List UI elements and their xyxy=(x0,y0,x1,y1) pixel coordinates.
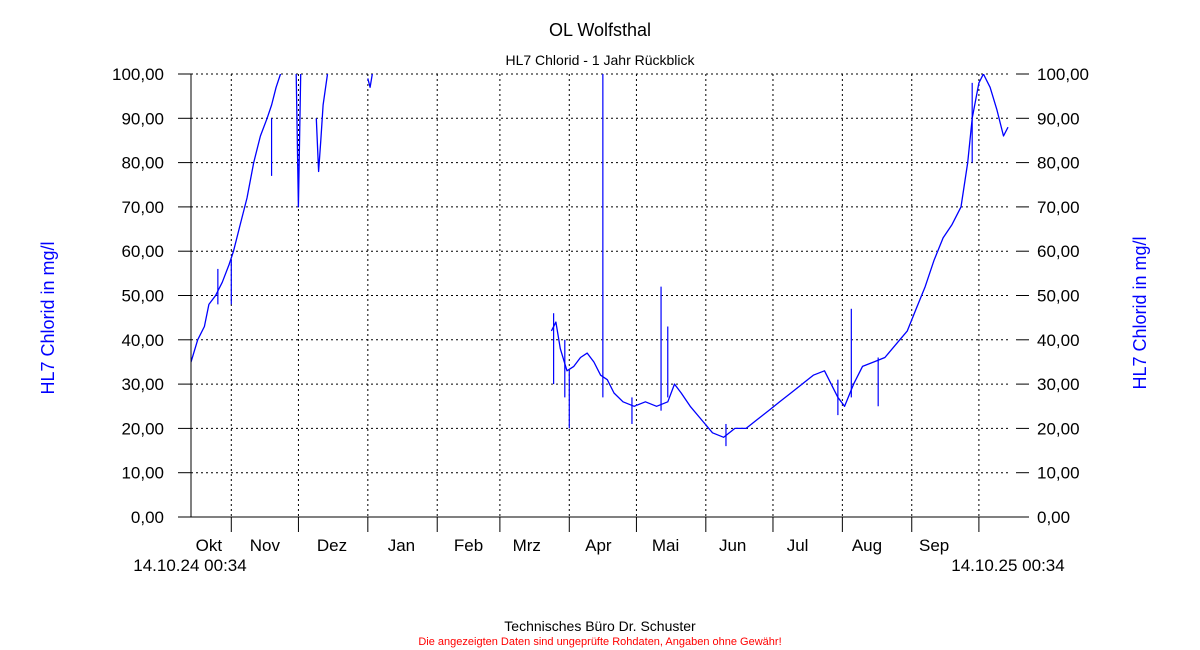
chlorid-line-segment xyxy=(295,74,302,208)
month-label: Jun xyxy=(719,536,746,555)
y-tick-labels-right: 0,00 10,00 20,00 30,00 40,00 50,00 60,00 70,00 8… xyxy=(1037,65,1089,527)
y-tick-label-left: 10,00 xyxy=(121,464,164,483)
month-label: Dez xyxy=(317,536,347,555)
y-tick-label-right: 50,00 xyxy=(1037,287,1080,306)
chlorid-line-segment xyxy=(191,74,282,363)
month-label: Mrz xyxy=(513,536,541,555)
y-tick-label-left: 30,00 xyxy=(121,375,164,394)
y-tick-label-left: 50,00 xyxy=(121,287,164,306)
y-tick-label-right: 30,00 xyxy=(1037,375,1080,394)
chart-title: OL Wolfsthal xyxy=(549,20,651,40)
data-series xyxy=(191,74,1009,447)
y-tick-label-left: 70,00 xyxy=(121,198,164,217)
y-tick-label-left: 0,00 xyxy=(131,508,164,527)
gridlines xyxy=(191,73,1008,517)
y-tick-label-right: 80,00 xyxy=(1037,154,1080,173)
month-label: Mai xyxy=(652,536,679,555)
chart-subtitle: HL7 Chlorid - 1 Jahr Rückblick xyxy=(505,52,695,68)
month-label: Okt xyxy=(196,536,223,555)
y-tick-label-left: 80,00 xyxy=(121,154,164,173)
y-tick-label-left: 100,00 xyxy=(112,65,164,84)
y-tick-label-right: 20,00 xyxy=(1037,419,1080,438)
y-tick-label-right: 100,00 xyxy=(1037,65,1089,84)
month-label: Sep xyxy=(919,536,949,555)
y-tick-label-right: 60,00 xyxy=(1037,242,1080,261)
y-tick-label-right: 90,00 xyxy=(1037,109,1080,128)
chlorid-line-segment xyxy=(550,74,1009,438)
y-tick-label-right: 10,00 xyxy=(1037,464,1080,483)
y-tick-label-left: 60,00 xyxy=(121,242,164,261)
y-tick-label-left: 20,00 xyxy=(121,419,164,438)
month-label: Jul xyxy=(787,536,809,555)
y-tick-label-right: 40,00 xyxy=(1037,331,1080,350)
y-tick-label-right: 70,00 xyxy=(1037,198,1080,217)
y-tick-labels-left: 0,00 10,00 20,00 30,00 40,00 50,00 60,00 70,00 8… xyxy=(112,65,164,527)
month-label: Feb xyxy=(454,536,483,555)
axes xyxy=(178,73,1029,532)
month-label: Nov xyxy=(250,536,281,555)
chlorid-line-segment xyxy=(367,74,373,88)
month-labels: Okt Nov Dez Jan Feb Mrz Apr Mai Jun Jul Aug Sep xyxy=(196,536,950,555)
month-label: Aug xyxy=(852,536,882,555)
y-tick-label-left: 90,00 xyxy=(121,109,164,128)
y-tick-label-left: 40,00 xyxy=(121,331,164,350)
x-end-label: 14.10.25 00:34 xyxy=(951,556,1064,575)
footer-company: Technisches Büro Dr. Schuster xyxy=(504,618,696,634)
month-label: Apr xyxy=(585,536,612,555)
y-axis-label-left: HL7 Chlorid in mg/l xyxy=(38,241,58,394)
y-axis-label-right: HL7 Chlorid in mg/l xyxy=(1130,236,1150,389)
y-tick-label-right: 0,00 xyxy=(1037,508,1070,527)
month-label: Jan xyxy=(388,536,415,555)
chlorid-line-segment xyxy=(315,74,329,173)
footer-disclaimer: Die angezeigten Daten sind ungeprüfte Ro… xyxy=(418,636,781,648)
x-start-label: 14.10.24 00:34 xyxy=(133,556,246,575)
